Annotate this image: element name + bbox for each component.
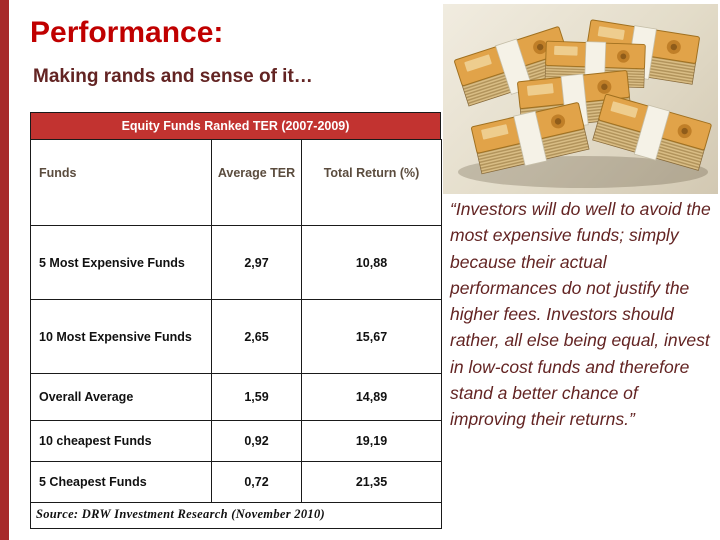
average-ter-cell: 2,65 — [211, 299, 302, 374]
column-header-average-ter: Average TER — [211, 139, 302, 226]
source-row: Source: DRW Investment Research (Novembe… — [30, 502, 442, 529]
average-ter-cell: 0,72 — [211, 461, 302, 503]
column-header-row: Funds Average TER Total Return (%) — [30, 139, 442, 226]
fund-name-cell: 5 Cheapest Funds — [30, 461, 212, 503]
total-return-cell: 14,89 — [301, 373, 442, 421]
source-note: Source: DRW Investment Research (Novembe… — [30, 502, 442, 529]
column-header-funds: Funds — [30, 139, 212, 226]
quote-text: “Investors will do well to avoid the mos… — [450, 199, 711, 429]
fund-name-cell: 10 Most Expensive Funds — [30, 299, 212, 374]
total-return-cell: 15,67 — [301, 299, 442, 374]
table-row: 10 Most Expensive Funds 2,65 15,67 — [30, 299, 442, 374]
fund-name-cell: Overall Average — [30, 373, 212, 421]
slide-title: Performance: — [30, 16, 224, 49]
total-return-cell: 21,35 — [301, 461, 442, 503]
average-ter-cell: 2,97 — [211, 225, 302, 300]
table-title-band: Equity Funds Ranked TER (2007-2009) — [30, 112, 441, 139]
total-return-cell: 19,19 — [301, 420, 442, 462]
column-header-total-return: Total Return (%) — [301, 139, 442, 226]
average-ter-cell: 0,92 — [211, 420, 302, 462]
table-row: 5 Most Expensive Funds 2,97 10,88 — [30, 225, 442, 300]
ter-data-table: Funds Average TER Total Return (%) 5 Mos… — [30, 139, 442, 529]
average-ter-cell: 1,59 — [211, 373, 302, 421]
money-stacks-illustration — [453, 18, 713, 188]
money-stacks-image — [443, 4, 718, 194]
fund-name-cell: 10 cheapest Funds — [30, 420, 212, 462]
left-accent-bar — [0, 0, 9, 540]
ter-table: Equity Funds Ranked TER (2007-2009) Fund… — [30, 112, 442, 529]
slide-subtitle: Making rands and sense of it… — [33, 66, 313, 87]
table-row: Overall Average 1,59 14,89 — [30, 373, 442, 421]
table-row: 10 cheapest Funds 0,92 19,19 — [30, 420, 442, 462]
table-row: 5 Cheapest Funds 0,72 21,35 — [30, 461, 442, 503]
fund-name-cell: 5 Most Expensive Funds — [30, 225, 212, 300]
total-return-cell: 10,88 — [301, 225, 442, 300]
